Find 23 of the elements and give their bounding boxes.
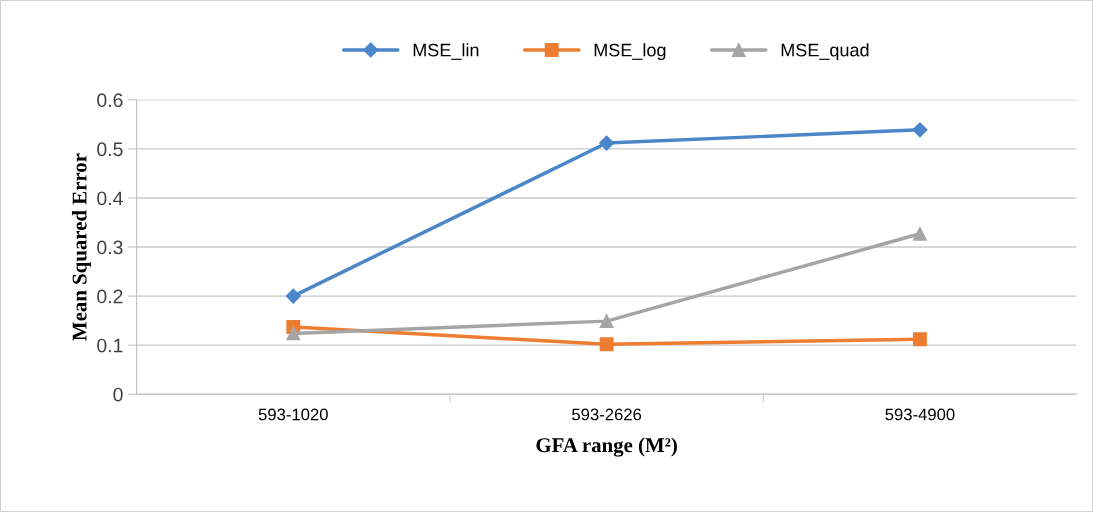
- y-axis-title: Mean Squared Error: [71, 153, 91, 341]
- y-tick-label: 0: [113, 387, 123, 402]
- point: [912, 226, 927, 241]
- y-tick-label: 0.3: [97, 240, 123, 255]
- x-axis-title: GFA range (M²): [536, 437, 677, 457]
- point: [599, 135, 615, 151]
- y-tick-label: 0.5: [97, 142, 123, 157]
- point: [912, 332, 927, 347]
- y-tick-label: 0.1: [97, 338, 123, 353]
- point: [912, 122, 928, 138]
- point: [599, 314, 614, 329]
- y-tick-label: 0.6: [97, 93, 123, 108]
- point: [599, 337, 614, 352]
- x-tick-label: 593-4900: [885, 408, 955, 421]
- point: [286, 326, 301, 341]
- legend-label: MSE_quad: [781, 43, 869, 61]
- y-tick-label: 0.2: [97, 289, 123, 304]
- y-tick-label: 0.4: [97, 191, 123, 206]
- point: [285, 288, 301, 304]
- legend-label: MSE_log: [594, 43, 666, 61]
- x-tick-label: 593-2626: [572, 408, 642, 421]
- x-tick-label: 593-1020: [258, 408, 328, 421]
- legend-label: MSE_lin: [413, 43, 479, 60]
